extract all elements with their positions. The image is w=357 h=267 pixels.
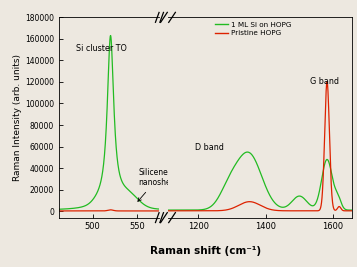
Text: G band: G band [310,77,338,86]
Text: Silicene
nanosheet: Silicene nanosheet [138,168,178,201]
Text: Raman shift (cm⁻¹): Raman shift (cm⁻¹) [150,246,261,256]
Legend: 1 ML Si on HOPG, Pristine HOPG: 1 ML Si on HOPG, Pristine HOPG [212,19,294,39]
Text: D band: D band [195,143,224,152]
Text: Si cluster TO: Si cluster TO [76,44,127,53]
Y-axis label: Raman Intensity (arb. units): Raman Intensity (arb. units) [13,54,22,181]
